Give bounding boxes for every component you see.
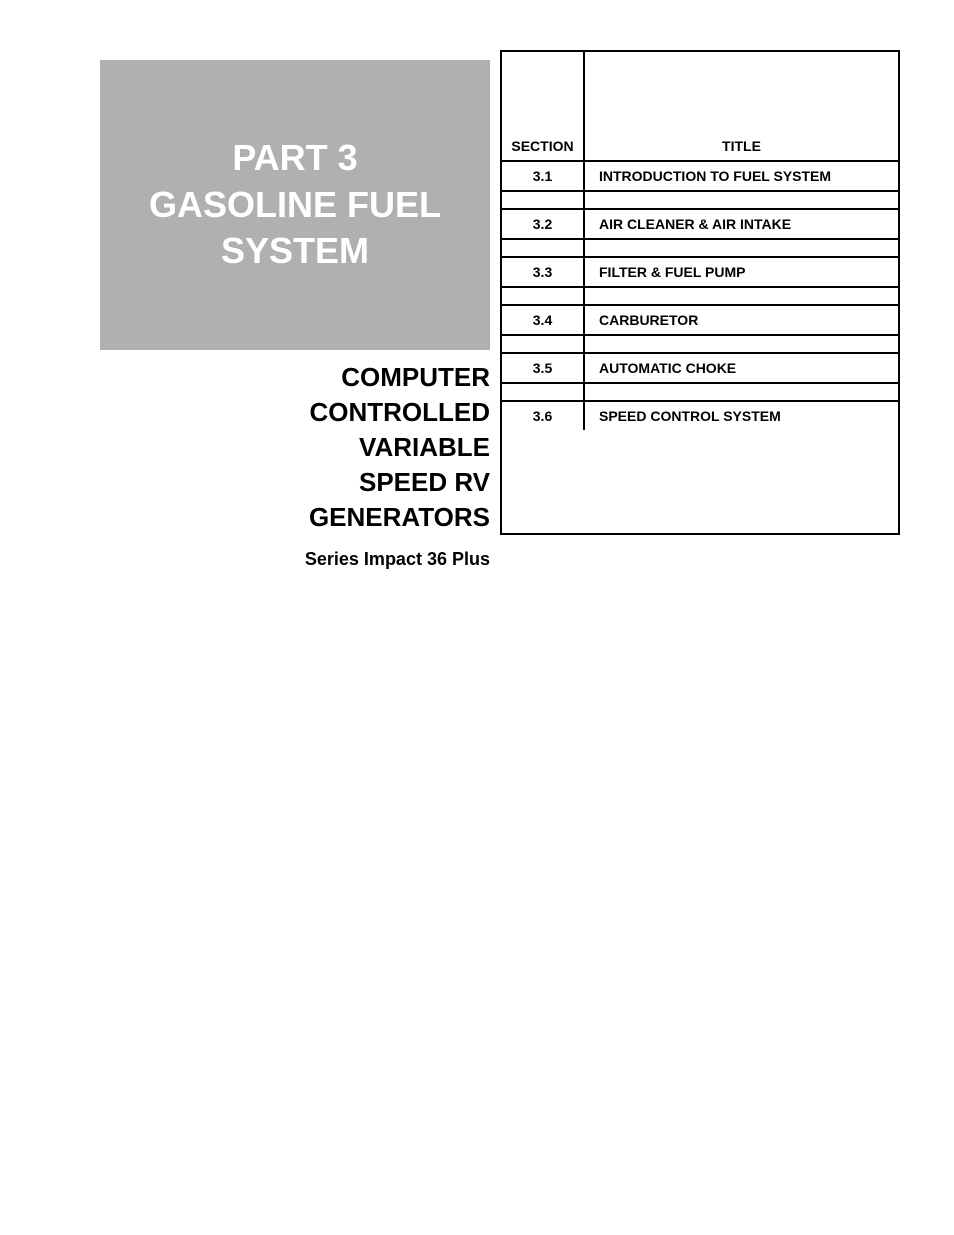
toc-spacer bbox=[502, 287, 898, 305]
toc-section-title: SPEED CONTROL SYSTEM bbox=[584, 401, 898, 430]
toc-table: SECTION TITLE 3.1 INTRODUCTION TO FUEL S… bbox=[502, 52, 898, 430]
toc-section-title: INTRODUCTION TO FUEL SYSTEM bbox=[584, 161, 898, 191]
toc-section-number: 3.6 bbox=[502, 401, 584, 430]
toc-section-title: FILTER & FUEL PUMP bbox=[584, 257, 898, 287]
toc-header-title: TITLE bbox=[584, 132, 898, 161]
toc-box: SECTION TITLE 3.1 INTRODUCTION TO FUEL S… bbox=[500, 50, 900, 535]
toc-section-number: 3.4 bbox=[502, 305, 584, 335]
toc-header-row: SECTION TITLE bbox=[502, 132, 898, 161]
subtitle-main: COMPUTER CONTROLLED VARIABLE SPEED RV GE… bbox=[100, 360, 490, 535]
part-title-line1: PART 3 bbox=[232, 137, 357, 178]
subtitle-line3: VARIABLE bbox=[359, 432, 490, 462]
toc-spacer bbox=[502, 335, 898, 353]
toc-row: 3.5 AUTOMATIC CHOKE bbox=[502, 353, 898, 383]
toc-section-title: AUTOMATIC CHOKE bbox=[584, 353, 898, 383]
toc-section-number: 3.3 bbox=[502, 257, 584, 287]
document-page: PART 3 GASOLINE FUEL SYSTEM COMPUTER CON… bbox=[0, 0, 954, 1235]
series-label: Series Impact 36 Plus bbox=[100, 549, 490, 570]
toc-top-spacer bbox=[502, 52, 898, 132]
toc-spacer bbox=[502, 191, 898, 209]
subtitle-line1: COMPUTER bbox=[341, 362, 490, 392]
part-title-text: PART 3 GASOLINE FUEL SYSTEM bbox=[149, 135, 441, 275]
toc-row: 3.3 FILTER & FUEL PUMP bbox=[502, 257, 898, 287]
toc-section-title: CARBURETOR bbox=[584, 305, 898, 335]
toc-header-section: SECTION bbox=[502, 132, 584, 161]
toc-section-number: 3.2 bbox=[502, 209, 584, 239]
subtitle-line4: SPEED RV bbox=[359, 467, 490, 497]
toc-spacer bbox=[502, 383, 898, 401]
part-title-line2: GASOLINE FUEL bbox=[149, 184, 441, 225]
subtitle-line2: CONTROLLED bbox=[309, 397, 490, 427]
toc-spacer bbox=[502, 239, 898, 257]
toc-section-number: 3.5 bbox=[502, 353, 584, 383]
part-title-box: PART 3 GASOLINE FUEL SYSTEM bbox=[100, 60, 490, 350]
toc-row: 3.4 CARBURETOR bbox=[502, 305, 898, 335]
part-title-line3: SYSTEM bbox=[221, 230, 369, 271]
toc-row: 3.6 SPEED CONTROL SYSTEM bbox=[502, 401, 898, 430]
toc-section-title: AIR CLEANER & AIR INTAKE bbox=[584, 209, 898, 239]
toc-section-number: 3.1 bbox=[502, 161, 584, 191]
toc-row: 3.2 AIR CLEANER & AIR INTAKE bbox=[502, 209, 898, 239]
subtitle-line5: GENERATORS bbox=[309, 502, 490, 532]
subtitle-block: COMPUTER CONTROLLED VARIABLE SPEED RV GE… bbox=[100, 360, 490, 570]
toc-row: 3.1 INTRODUCTION TO FUEL SYSTEM bbox=[502, 161, 898, 191]
